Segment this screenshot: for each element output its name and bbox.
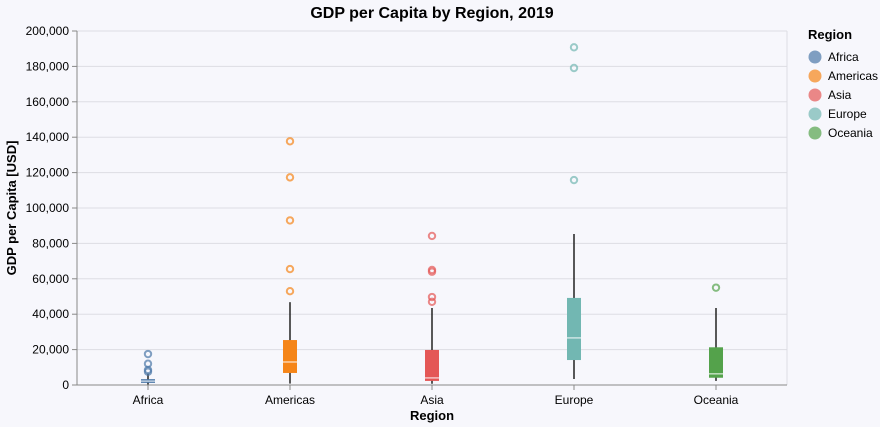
y-tick-label: 120,000 <box>26 166 70 180</box>
x-tick-label: Oceania <box>694 393 739 407</box>
outlier-point <box>285 216 295 225</box>
x-tick-label: Asia <box>420 393 444 407</box>
outlier-point <box>711 283 721 292</box>
x-tick-label: Americas <box>265 393 315 407</box>
legend: Region Africa Americas Asia Europe Oceania <box>808 27 878 140</box>
y-tick-label: 180,000 <box>26 59 70 73</box>
legend-symbol-europe <box>808 107 822 121</box>
box-iqr <box>283 340 297 373</box>
legend-title: Region <box>808 27 852 42</box>
y-tick-label: 160,000 <box>26 95 70 109</box>
y-axis: 0 20,000 40,000 60,000 80,000 100,000 120,000 1… <box>26 24 78 392</box>
x-axis: Africa Americas Asia Europe Oceania <box>77 384 787 407</box>
x-axis-title: Region <box>410 408 454 423</box>
y-tick-label: 0 <box>62 378 69 392</box>
y-tick-label: 100,000 <box>26 201 70 215</box>
outlier-point <box>285 137 295 146</box>
box-iqr <box>425 349 439 381</box>
box-africa <box>141 349 155 385</box>
y-tick-label: 60,000 <box>32 272 69 286</box>
outlier-point <box>427 297 437 307</box>
gridlines <box>77 30 788 386</box>
outlier-point <box>427 292 437 302</box>
y-tick-label: 80,000 <box>32 236 69 250</box>
outlier-point <box>569 43 579 52</box>
box-iqr <box>709 347 723 378</box>
outlier-point <box>285 286 295 296</box>
legend-symbol-asia <box>808 88 822 102</box>
box-marks <box>141 43 723 385</box>
outlier-point <box>569 175 579 185</box>
y-tick-label: 140,000 <box>26 130 70 144</box>
outlier-point <box>143 359 153 368</box>
y-tick-label: 200,000 <box>26 24 70 38</box>
y-tick-label: 40,000 <box>32 307 69 321</box>
legend-label-americas: Americas <box>828 69 878 83</box>
box-americas <box>283 137 297 384</box>
outlier-point <box>285 264 295 274</box>
outlier-point <box>569 63 579 73</box>
legend-symbol-americas <box>808 69 822 83</box>
outlier-point <box>143 349 153 359</box>
outlier-point <box>427 231 437 241</box>
outlier-point <box>285 173 295 182</box>
x-tick-label: Europe <box>555 393 594 407</box>
box-oceania <box>709 283 723 381</box>
legend-label-oceania: Oceania <box>828 126 873 140</box>
box-europe <box>567 43 581 379</box>
box-asia <box>425 231 439 384</box>
box-iqr <box>567 297 581 361</box>
y-axis-title: GDP per Capita [USD] <box>4 141 19 276</box>
legend-label-europe: Europe <box>828 107 867 121</box>
legend-symbol-africa <box>808 50 822 64</box>
x-tick-label: Africa <box>133 393 164 407</box>
outlier-point <box>427 265 437 275</box>
legend-label-africa: Africa <box>828 50 859 64</box>
y-tick-label: 20,000 <box>32 343 69 357</box>
legend-label-asia: Asia <box>828 88 852 102</box>
chart-title: GDP per Capita by Region, 2019 <box>310 5 553 22</box>
legend-symbol-oceania <box>808 126 822 140</box>
